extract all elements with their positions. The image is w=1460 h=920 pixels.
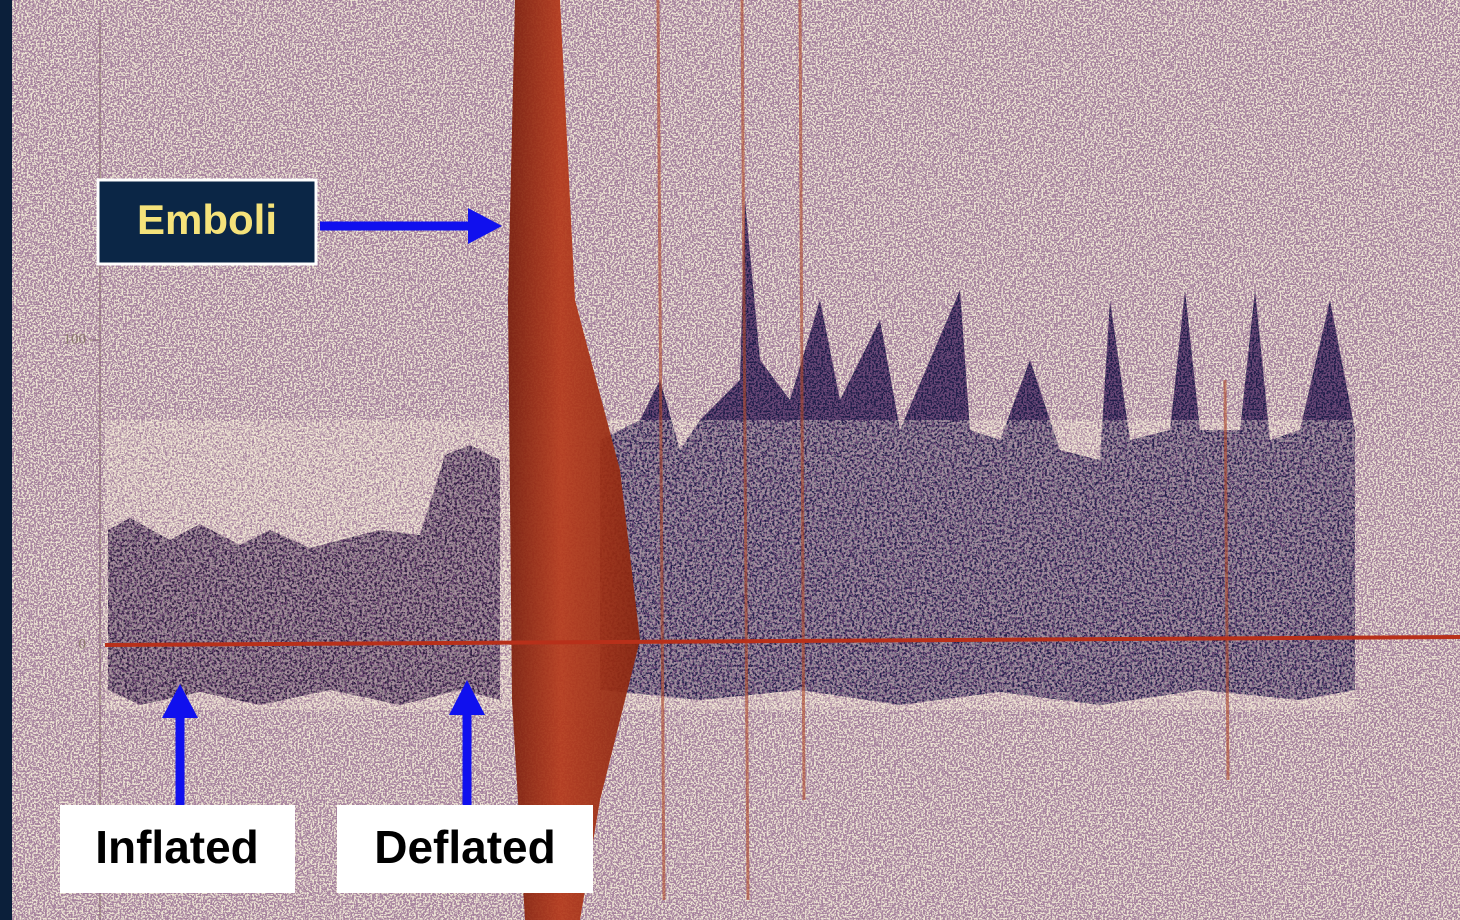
- y-tick-label: 100: [64, 331, 87, 347]
- deflated-label: Deflated: [374, 821, 555, 873]
- emboli-label: Emboli: [137, 196, 277, 243]
- y-tick-label: 0: [79, 636, 87, 652]
- page: {"image": {"y_axis_labels": ["100", "0"]…: [0, 0, 1460, 920]
- speckle-highlights: [105, 420, 1355, 710]
- slide: 100 0 Emboli Inflated Deflated: [0, 0, 1460, 920]
- inflated-label: Inflated: [95, 821, 259, 873]
- doppler-image: 100 0: [12, 0, 1460, 920]
